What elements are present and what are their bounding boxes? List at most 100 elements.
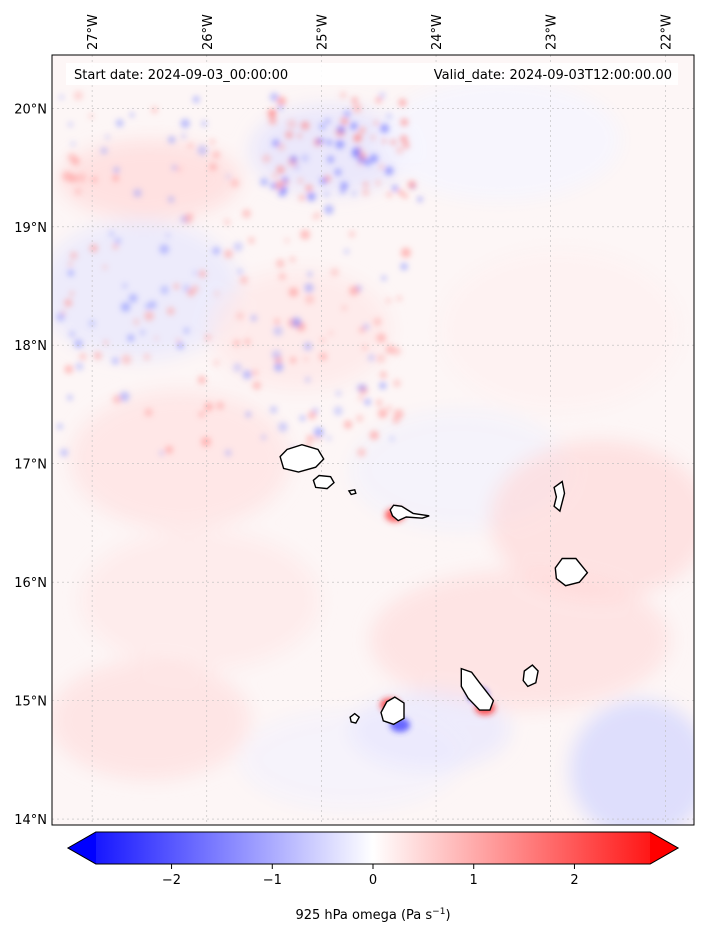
omega-cell [306,192,316,202]
omega-cell [278,188,287,197]
omega-cell [133,188,142,198]
colorbar-extend-high [650,832,678,864]
omega-cell [398,98,407,107]
omega-field-fine [56,91,495,732]
omega-anomaly [52,660,250,780]
omega-cell [303,356,309,362]
omega-cell [244,338,251,345]
omega-cell [115,119,124,127]
omega-cell [376,399,383,406]
omega-cell [93,351,102,360]
omega-cell [297,133,302,138]
island-outline [522,664,539,688]
omega-cell [88,113,94,119]
omega-cell [387,192,392,198]
omega-cell [375,97,382,103]
omega-cell [276,165,285,174]
omega-cell [300,121,310,130]
omega-cell [271,173,278,179]
omega-cell [173,283,180,290]
omega-cell [340,181,349,190]
omega-cell [91,176,98,183]
omega-cell [69,291,74,296]
omega-cell [67,269,75,277]
omega-cell [213,360,220,366]
omega-cell [103,265,107,270]
omega-cell [290,155,298,163]
omega-cell [378,408,388,419]
omega-cell [389,436,395,441]
omega-cell [312,215,317,220]
omega-cell [333,406,343,416]
omega-cell [393,379,401,387]
omega-cell [177,342,184,350]
omega-cell [358,396,364,401]
island-outline [460,667,495,711]
omega-cell [154,336,159,341]
latitude-label: 14°N [14,813,47,828]
latitude-label: 16°N [14,576,47,591]
latitude-label: 20°N [14,102,47,117]
omega-cell [379,382,387,390]
omega-cell [392,416,400,424]
map-frame [51,54,695,826]
latitude-label: 19°N [14,221,47,236]
omega-cell [335,140,345,149]
omega-cell [68,261,73,267]
omega-cell [68,330,76,338]
omega-cell [376,333,387,343]
omega-cell [305,184,313,192]
omega-cell [274,318,280,325]
omega-cell [240,276,248,284]
omega-cell [204,334,212,341]
omega-cell [120,302,131,312]
omega-cell [79,353,87,360]
island-outline [554,557,589,587]
omega-cell [351,191,357,197]
omega-cell [359,127,366,134]
omega-cell [166,233,170,238]
omega-cell [267,109,276,118]
omega-cell [397,189,404,196]
omega-anomaly [370,570,670,710]
header-box [66,63,678,85]
omega-cell [340,188,346,194]
omega-cell [307,272,313,277]
valid-date-label: Valid_date: 2024-09-03T12:00:00.00 [434,68,672,83]
omega-cell [233,339,240,347]
omega-cell [226,174,231,179]
omega-cell [313,427,324,438]
omega-cell [166,307,175,315]
longitude-tick-labels: 27°W 26°W 25°W 24°W 23°W 22°W [86,14,674,50]
map-gridlines [52,55,694,825]
omega-cell [133,318,140,326]
omega-cell [300,229,310,240]
omega-cell [64,365,74,374]
omega-cell [242,370,252,379]
omega-cell [277,105,284,111]
omega-cell [348,231,356,238]
omega-cell [111,357,119,365]
island-outline [380,696,405,726]
coastlines [279,443,589,726]
omega-cell [69,251,78,260]
omega-cell [399,135,408,144]
omega-cell [400,263,408,271]
omega-cell [71,157,80,166]
omega-cell [362,189,370,196]
omega-cell [176,338,181,344]
omega-cell [270,182,277,190]
omega-cell [340,117,349,126]
omega-cell [127,334,135,342]
omega-cell [359,152,367,160]
omega-cell [201,120,208,127]
omega-cell [319,352,327,361]
latitude-tick-labels: 20°N 19°N 18°N 17°N 16°N 15°N 14°N [14,102,47,828]
omega-cell [285,131,293,139]
colorbar-tick-label: −2 [162,873,181,888]
omega-cell [284,238,290,243]
omega-cell [180,215,188,224]
longitude-label: 24°W [430,14,445,50]
omega-cell [277,143,286,151]
